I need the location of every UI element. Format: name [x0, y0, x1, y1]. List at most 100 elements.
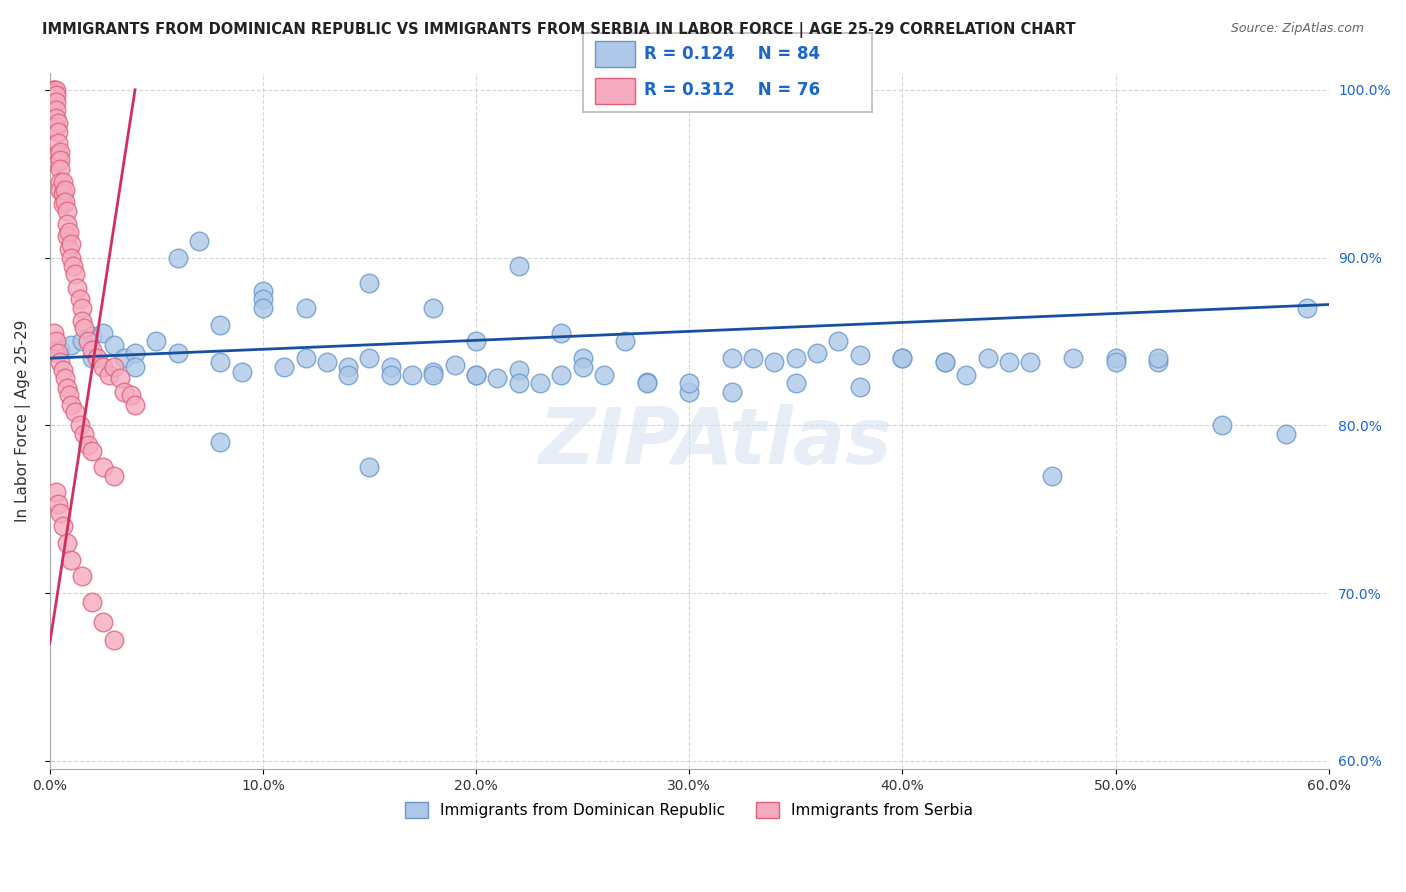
Point — [785, 376, 807, 391]
Point — [401, 368, 423, 382]
Point — [42, 83, 65, 97]
Point — [45, 112, 67, 126]
Point — [46, 155, 69, 169]
Text: IMMIGRANTS FROM DOMINICAN REPUBLIC VS IMMIGRANTS FROM SERBIA IN LABOR FORCE | AG: IMMIGRANTS FROM DOMINICAN REPUBLIC VS IM… — [42, 22, 1076, 38]
Point — [42, 326, 65, 340]
Point — [1104, 351, 1126, 366]
Point — [359, 276, 381, 290]
Point — [58, 388, 80, 402]
Point — [934, 354, 956, 368]
Point — [380, 368, 402, 382]
Point — [45, 485, 67, 500]
Point — [70, 569, 93, 583]
Text: R = 0.124    N = 84: R = 0.124 N = 84 — [644, 45, 820, 62]
Point — [51, 186, 73, 201]
Point — [49, 343, 72, 357]
Point — [678, 376, 700, 391]
Point — [294, 351, 316, 366]
Point — [91, 326, 114, 340]
Point — [721, 351, 744, 366]
Point — [62, 259, 84, 273]
Point — [593, 368, 616, 382]
Point — [53, 195, 76, 210]
Point — [678, 384, 700, 399]
Point — [827, 334, 849, 349]
Y-axis label: In Labor Force | Age 25-29: In Labor Force | Age 25-29 — [15, 320, 31, 523]
Point — [56, 536, 79, 550]
Point — [103, 633, 125, 648]
Point — [60, 237, 83, 252]
Point — [49, 183, 72, 197]
Point — [103, 468, 125, 483]
Point — [252, 301, 274, 315]
Point — [465, 334, 488, 349]
Point — [337, 359, 360, 374]
Point — [45, 103, 67, 117]
Point — [120, 388, 142, 402]
Point — [70, 301, 93, 315]
Point — [465, 368, 488, 382]
Point — [337, 368, 360, 382]
Bar — [595, 41, 636, 67]
Point — [46, 116, 69, 130]
Point — [49, 145, 72, 159]
Point — [443, 358, 465, 372]
Point — [763, 354, 786, 368]
Point — [46, 346, 69, 360]
Point — [571, 351, 593, 366]
Point — [49, 354, 72, 368]
Point — [82, 329, 104, 343]
Point — [77, 334, 100, 349]
Point — [65, 405, 87, 419]
Point — [58, 242, 80, 256]
Point — [1147, 354, 1170, 368]
Point — [359, 460, 381, 475]
Point — [1040, 468, 1063, 483]
Point — [60, 251, 83, 265]
Point — [252, 284, 274, 298]
Point — [1296, 301, 1319, 315]
Point — [42, 91, 65, 105]
Point — [998, 354, 1021, 368]
Point — [77, 438, 100, 452]
Point — [42, 83, 65, 97]
Point — [422, 368, 444, 382]
Point — [550, 326, 572, 340]
Point — [46, 146, 69, 161]
Point — [42, 83, 65, 97]
Point — [56, 381, 79, 395]
Point — [422, 301, 444, 315]
Point — [273, 359, 295, 374]
Point — [380, 359, 402, 374]
Point — [1104, 354, 1126, 368]
Point — [56, 228, 79, 243]
Point — [742, 351, 765, 366]
Point — [51, 363, 73, 377]
Point — [51, 519, 73, 533]
Point — [98, 368, 121, 382]
Point — [315, 354, 337, 368]
Point — [465, 368, 488, 382]
Point — [166, 346, 188, 360]
Point — [209, 318, 232, 332]
Point — [636, 376, 658, 391]
Point — [65, 268, 87, 282]
Point — [91, 359, 114, 374]
Point — [252, 293, 274, 307]
Point — [806, 346, 828, 360]
Point — [46, 136, 69, 151]
Point — [51, 175, 73, 189]
Point — [56, 217, 79, 231]
Point — [45, 95, 67, 109]
Point — [45, 120, 67, 134]
Point — [91, 460, 114, 475]
Point — [955, 368, 977, 382]
Point — [45, 87, 67, 102]
Point — [112, 384, 135, 399]
Point — [976, 351, 998, 366]
Point — [103, 338, 125, 352]
Point — [1147, 351, 1170, 366]
Point — [112, 351, 135, 366]
Text: Source: ZipAtlas.com: Source: ZipAtlas.com — [1230, 22, 1364, 36]
Point — [108, 371, 131, 385]
